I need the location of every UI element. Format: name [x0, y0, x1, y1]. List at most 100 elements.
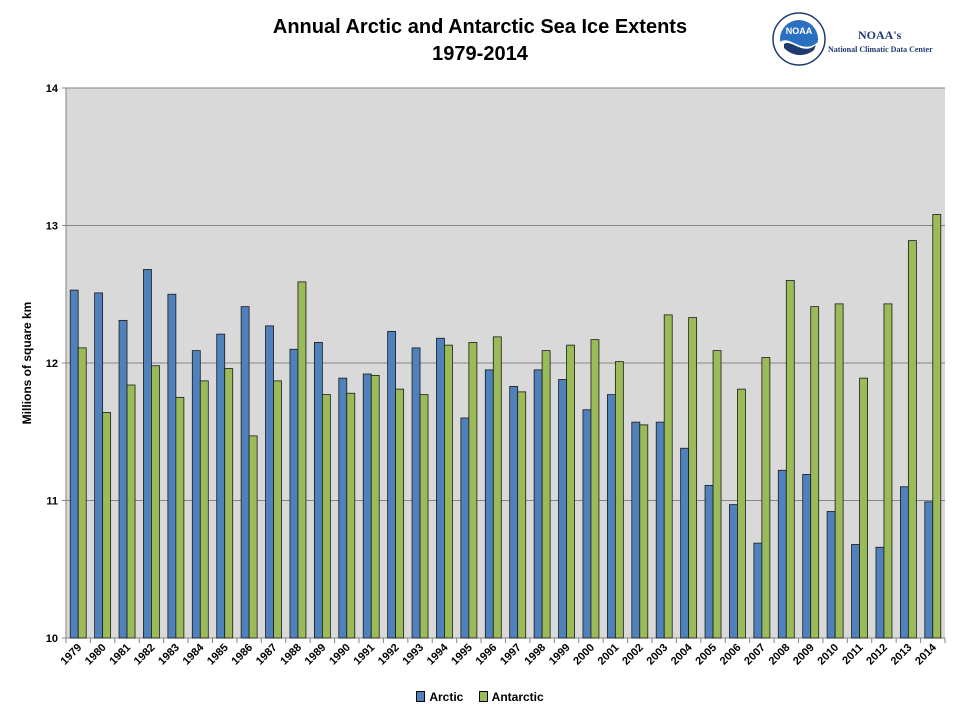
legend-item-antarctic: Antarctic [478, 690, 544, 704]
y-tick-label: 13 [46, 221, 58, 233]
x-tick-label: 2011 [840, 642, 865, 667]
bar-antarctic-1998 [541, 350, 551, 639]
bar-arctic-1995 [460, 417, 470, 639]
bar-antarctic-1996 [492, 336, 502, 639]
bar-antarctic-2002 [639, 424, 649, 639]
bar-antarctic-1984 [199, 380, 209, 639]
bar-arctic-1979 [69, 289, 79, 639]
bar-antarctic-1991 [370, 374, 380, 639]
x-tick-label: 1991 [352, 642, 378, 668]
bar-antarctic-1999 [566, 344, 575, 639]
bar-antarctic-2010 [834, 303, 844, 639]
bar-arctic-1985 [216, 333, 226, 639]
bar-antarctic-2014 [932, 214, 942, 639]
bar-arctic-2009 [802, 473, 812, 639]
bar-arctic-1989 [313, 341, 323, 639]
bar-arctic-1993 [411, 347, 421, 639]
bar-antarctic-1993 [419, 394, 429, 639]
x-tick-label: 1999 [547, 642, 573, 668]
bar-antarctic-1983 [175, 396, 185, 639]
x-tick-label: 1994 [425, 641, 451, 667]
x-tick-label: 1987 [254, 642, 280, 668]
y-axis-label: Millions of square km [20, 302, 34, 425]
bar-antarctic-2003 [663, 314, 673, 639]
x-tick-label: 1985 [205, 642, 231, 668]
logo-name: NOAA's [858, 28, 902, 42]
x-tick-label: 1982 [132, 642, 158, 668]
bar-arctic-1990 [338, 377, 348, 639]
bar-arctic-2011 [851, 544, 860, 639]
x-tick-label: 1986 [229, 642, 255, 668]
bar-arctic-1996 [484, 369, 494, 639]
bar-antarctic-2006 [737, 388, 746, 639]
bar-antarctic-1992 [395, 388, 405, 639]
x-tick-label: 2003 [645, 642, 671, 668]
x-tick-label: 2000 [571, 642, 597, 668]
x-tick-label: 2007 [742, 642, 768, 668]
y-tick-label: 10 [46, 633, 58, 645]
bar-antarctic-2005 [712, 350, 722, 639]
x-tick-label: 1983 [156, 642, 182, 668]
x-tick-label: 1990 [327, 642, 353, 668]
x-tick-label: 2002 [620, 642, 646, 668]
x-tick-label: 1992 [376, 642, 402, 668]
x-tick-label: 2004 [669, 641, 695, 667]
x-tick-label: 2014 [913, 641, 939, 667]
noaa-emblem-text: NOAA [786, 26, 813, 36]
bar-arctic-1980 [94, 292, 104, 639]
bar-arctic-2002 [631, 421, 641, 639]
bar-arctic-1988 [289, 348, 299, 639]
bar-antarctic-2009 [810, 306, 820, 639]
y-tick-label: 12 [46, 358, 58, 370]
noaa-logo: NOAA [772, 12, 826, 71]
x-tick-label: 2013 [889, 642, 915, 668]
bar-antarctic-2007 [761, 357, 771, 639]
x-tick-label: 2001 [596, 642, 622, 668]
bar-arctic-1998 [533, 369, 543, 639]
y-tick-label: 11 [46, 496, 58, 508]
bar-antarctic-2008 [785, 280, 795, 639]
x-tick-label: 2012 [864, 642, 890, 668]
legend-swatch-antarctic [478, 691, 488, 702]
x-tick-label: 2009 [791, 642, 817, 668]
bar-antarctic-2013 [907, 240, 917, 639]
x-tick-label: 1996 [474, 642, 500, 668]
x-tick-label: 1998 [522, 642, 548, 668]
bar-arctic-1999 [558, 379, 567, 639]
bar-arctic-1981 [118, 319, 128, 639]
bar-arctic-1994 [436, 337, 445, 639]
bar-antarctic-2012 [883, 303, 893, 639]
bar-arctic-2008 [777, 469, 787, 639]
legend-item-arctic: Arctic [416, 690, 463, 704]
bar-arctic-2004 [680, 447, 690, 639]
bar-arctic-1992 [387, 330, 397, 639]
x-tick-label: 1979 [59, 642, 85, 668]
bar-arctic-2007 [753, 542, 763, 639]
bar-antarctic-1982 [151, 365, 160, 639]
bar-arctic-2003 [655, 421, 665, 639]
legend: Arctic Antarctic [0, 690, 960, 704]
bar-arctic-2012 [875, 546, 885, 639]
bar-antarctic-1986 [248, 435, 258, 639]
bar-antarctic-1989 [321, 394, 331, 639]
bar-arctic-2001 [606, 394, 616, 639]
bar-arctic-1986 [240, 306, 250, 639]
chart-title-main: Annual Arctic and Antarctic Sea Ice Exte… [272, 16, 688, 38]
x-tick-label: 2006 [718, 642, 744, 668]
x-tick-label: 1981 [107, 642, 133, 668]
x-tick-label: 2010 [815, 642, 841, 668]
legend-label-antarctic: Antarctic [491, 690, 544, 704]
x-tick-label: 2008 [767, 642, 793, 668]
bar-arctic-2013 [899, 486, 909, 639]
logo-text: NOAA's National Climatic Data Center [828, 28, 958, 54]
bar-arctic-2005 [704, 484, 714, 639]
x-tick-label: 1984 [181, 641, 207, 667]
bar-arctic-1991 [362, 373, 372, 639]
x-tick-label: 1980 [83, 642, 109, 668]
bar-antarctic-1981 [126, 384, 136, 639]
y-tick-label: 14 [46, 83, 59, 95]
bar-antarctic-1985 [224, 368, 234, 639]
bar-antarctic-1980 [102, 412, 112, 639]
bar-arctic-1982 [143, 269, 152, 639]
